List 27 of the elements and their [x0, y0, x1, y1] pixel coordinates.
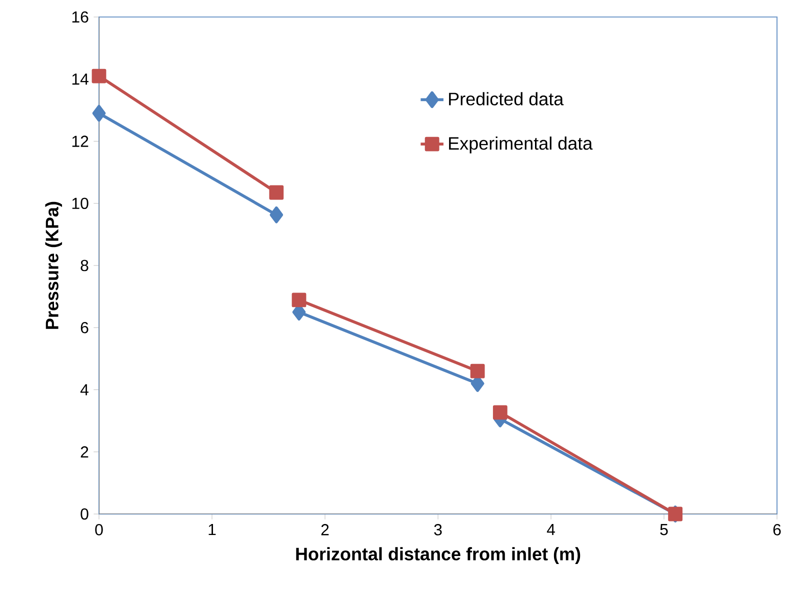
point: [269, 185, 284, 200]
y-tick-label: 6: [80, 322, 88, 334]
y-tick-label: 16: [72, 11, 88, 23]
point: [92, 104, 106, 122]
y-tick-label: 4: [80, 384, 88, 396]
x-tick-label: 6: [773, 524, 781, 536]
y-tick-label: 0: [80, 508, 88, 520]
point: [270, 206, 284, 224]
point: [292, 292, 306, 308]
legend-label: Predicted data: [449, 92, 564, 106]
x-tick-label: 2: [321, 524, 329, 536]
y-tick-label: 14: [72, 74, 88, 85]
y-tick-label: 12: [72, 136, 88, 147]
point: [470, 364, 485, 378]
y-axis-title: Pressure (KPa): [45, 202, 62, 329]
point: [492, 405, 508, 420]
point: [92, 68, 106, 84]
x-tick-label: 4: [546, 524, 555, 536]
y-tick-label: 2: [80, 446, 88, 458]
x-axis-title: Horizontal distance from inlet (m): [296, 547, 580, 564]
x-tick-label: 5: [660, 524, 668, 536]
x-tick-label: 1: [208, 524, 216, 536]
legend-label: Experimental data: [449, 136, 593, 154]
y-tick-label: 8: [80, 260, 88, 272]
x-tick-label: 3: [434, 524, 442, 536]
x-tick-label: 0: [95, 524, 103, 536]
y-tick-label: 10: [72, 198, 88, 210]
